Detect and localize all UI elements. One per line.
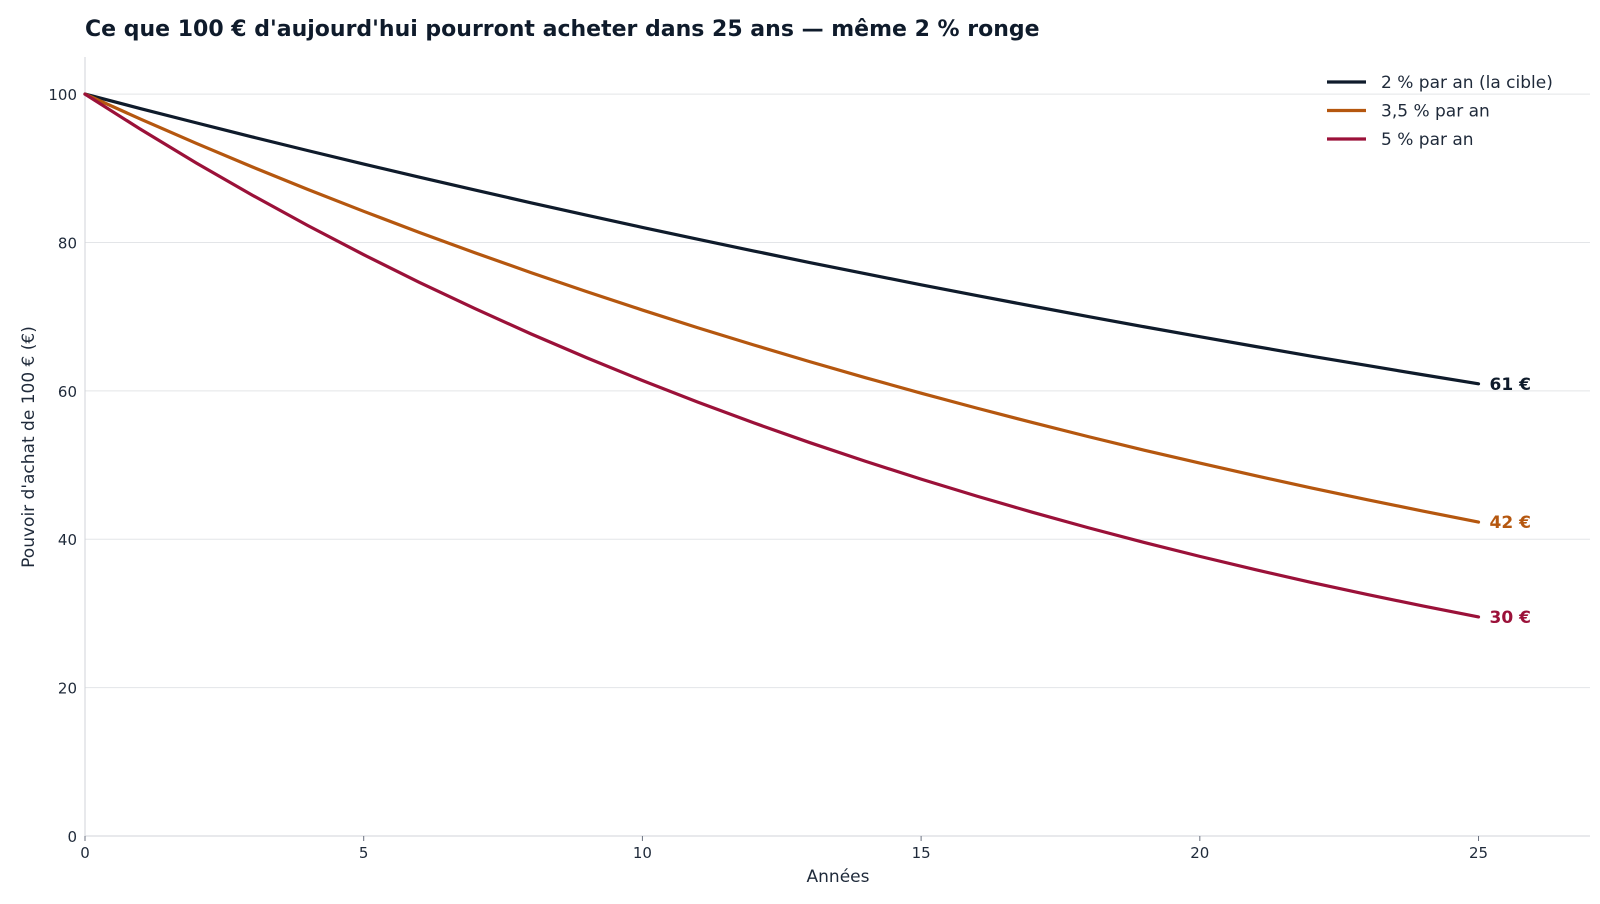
axes: 0 20 40 60 80 100 0 5 10 15 20 25 bbox=[48, 57, 1590, 862]
series-lines bbox=[83, 92, 1481, 619]
y-tick-label-1: 20 bbox=[58, 680, 77, 698]
x-tick-label-0: 0 bbox=[80, 844, 90, 862]
legend-label-0: 2 % par an (la cible) bbox=[1381, 73, 1553, 93]
grid-lines bbox=[85, 93, 1590, 837]
end-label-1: 42 € bbox=[1490, 513, 1531, 533]
series-line-0 bbox=[83, 92, 1481, 386]
x-tick-label-1: 5 bbox=[359, 844, 369, 862]
x-axis-label: Années bbox=[807, 867, 870, 887]
y-axis-label: Pouvoir d'achat de 100 € (€) bbox=[19, 326, 39, 568]
y-tick-label-0: 0 bbox=[67, 828, 77, 846]
legend-label-1: 3,5 % par an bbox=[1381, 102, 1490, 122]
end-labels: 61 € 42 € 30 € bbox=[1490, 375, 1531, 628]
y-tick-label-5: 100 bbox=[48, 86, 77, 104]
legend: 2 % par an (la cible) 3,5 % par an 5 % par… bbox=[1327, 73, 1553, 150]
y-tick-label-2: 40 bbox=[58, 531, 77, 549]
series-line-1 bbox=[83, 92, 1481, 524]
chart-title: Ce que 100 € d'aujourd'hui pourront ache… bbox=[85, 17, 1040, 42]
end-label-0: 61 € bbox=[1490, 375, 1531, 395]
series-line-2 bbox=[83, 92, 1481, 619]
x-tick-label-4: 20 bbox=[1190, 844, 1209, 862]
x-tick-label-2: 10 bbox=[633, 844, 652, 862]
legend-label-2: 5 % par an bbox=[1381, 130, 1474, 150]
end-label-2: 30 € bbox=[1490, 608, 1531, 628]
x-tick-label-3: 15 bbox=[912, 844, 931, 862]
y-tick-label-4: 80 bbox=[58, 234, 77, 252]
y-tick-label-3: 60 bbox=[58, 383, 77, 401]
x-tick-label-5: 25 bbox=[1469, 844, 1488, 862]
